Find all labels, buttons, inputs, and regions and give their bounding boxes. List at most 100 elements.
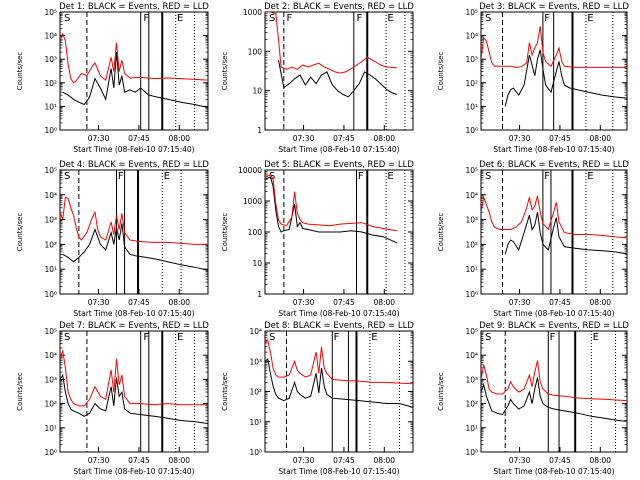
y-tick-label: 10² [44,400,57,409]
x-tick-label: 08:00 [589,134,611,143]
y-tick-label: 10 [252,259,262,268]
panel-title: Det 2: BLACK = Events, RED = LLD [264,2,414,12]
x-tick-label: 08:00 [589,298,611,307]
x-tick-label: 07:30 [88,456,110,465]
x-tick-label: 07:45 [128,134,150,143]
x-axis-label: Start Time (08-Feb-10 07:15:40) [493,309,614,318]
plot-frame [264,11,414,131]
x-tick-label: 07:30 [88,298,110,307]
x-tick-label: 07:45 [128,456,150,465]
y-tick-label: 10³ [465,375,478,384]
y-tick-label: 100 [248,47,263,56]
marker-annotation: E [587,13,593,24]
plot-frame [59,330,209,453]
y-tick-label: 10² [44,240,57,249]
events-series-line [60,373,208,424]
x-tick-label: 07:45 [128,298,150,307]
y-tick-label: 10⁴ [465,32,478,41]
x-tick-label: 08:00 [373,134,395,143]
plot-frame [59,11,209,131]
y-tick-label: 10¹ [44,265,57,274]
y-tick-label: 10⁵ [465,8,478,17]
marker-annotation: S [64,171,70,182]
marker-annotation: E [371,332,377,343]
y-tick-label: 10³ [44,375,57,384]
y-tick-label: 10⁵ [465,327,478,336]
marker-annotation: F [550,332,556,343]
x-axis-label: Start Time (08-Feb-10 07:15:40) [278,467,399,476]
y-tick-label: 10³ [465,55,478,64]
panel-title: Det 1: BLACK = Events, RED = LLD [59,2,209,12]
x-tick-label: 07:30 [293,134,315,143]
y-tick-label: 10¹ [44,102,57,111]
y-tick-label: 10⁵ [44,8,57,17]
x-tick-label: 08:00 [589,456,611,465]
y-tick-label: 1 [257,290,262,299]
y-tick-label: 10² [465,240,478,249]
y-tick-label: 10⁴ [249,327,262,336]
y-tick-label: 1000 [243,8,262,17]
events-series-line [504,211,627,255]
y-tick-label: 10¹ [465,265,478,274]
detector-panel: Det 9: BLACK = Events, RED = LLD Counts/s… [437,321,629,476]
x-axis-label: Start Time (08-Feb-10 07:15:40) [278,309,399,318]
y-tick-label: 10² [465,400,478,409]
panel-title: Det 7: BLACK = Events, RED = LLD [59,321,209,331]
lld-series-line [60,32,208,84]
lld-series-line [481,360,627,402]
x-tick-label: 07:30 [509,134,531,143]
marker-annotation: F [544,171,550,182]
detector-panel: Det 2: BLACK = Events, RED = LLD Counts/s… [221,2,414,154]
lld-series-line [265,339,413,385]
y-tick-label: 10⁴ [44,351,57,360]
lld-series-line [265,12,397,74]
y-tick-label: 10⁰ [44,448,57,457]
marker-annotation: S [269,332,275,343]
x-tick-label: 07:30 [293,456,315,465]
events-series-line [62,52,208,108]
detector-panel: Det 7: BLACK = Events, RED = LLD Counts/s… [16,321,209,476]
y-tick-label: 10⁴ [465,191,478,200]
detector-panel: Det 5: BLACK = Events, RED = LLD Counts/s… [221,160,414,318]
x-axis-label: Start Time (08-Feb-10 07:15:40) [73,309,194,318]
x-tick-label: 07:45 [549,456,571,465]
panel-title: Det 4: BLACK = Events, RED = LLD [59,160,209,170]
events-series-line [265,357,413,408]
marker-annotation: F [143,13,149,24]
y-axis-label: Counts/sec [221,213,229,252]
x-tick-label: 07:30 [293,298,315,307]
x-tick-label: 08:00 [373,456,395,465]
x-tick-label: 07:45 [333,456,355,465]
plot-frame [59,169,209,295]
lld-series-line [481,195,627,239]
y-axis-label: Counts/sec [16,372,24,411]
events-series-line [481,377,627,422]
marker-annotation: F [334,332,340,343]
marker-annotation: E [587,171,593,182]
marker-annotation: E [177,332,183,343]
lld-series-line [60,349,208,407]
lld-series-line [60,196,208,245]
panel-title: Det 8: BLACK = Events, RED = LLD [264,321,414,331]
lld-series-line [265,174,397,232]
y-tick-label: 10² [465,79,478,88]
y-tick-label: 10⁵ [44,166,57,175]
y-tick-label: 10³ [44,55,57,64]
x-axis-label: Start Time (08-Feb-10 07:15:40) [278,145,399,154]
marker-annotation: E [177,13,183,24]
detector-panel: Det 6: BLACK = Events, RED = LLD Counts/s… [437,160,629,318]
y-tick-label: 10¹ [44,424,57,433]
y-tick-label: 10⁴ [465,351,478,360]
y-axis-label: Counts/sec [437,52,445,91]
y-tick-label: 10¹ [465,424,478,433]
events-series-line [504,49,627,107]
y-axis-label: Counts/sec [16,213,24,252]
x-tick-label: 08:00 [168,298,190,307]
x-tick-label: 07:30 [509,456,531,465]
detector-panel: Det 4: BLACK = Events, RED = LLD Counts/s… [16,160,209,318]
marker-annotation: S [485,332,491,343]
marker-annotation: S [269,13,275,24]
panel-title: Det 9: BLACK = Events, RED = LLD [479,321,629,331]
y-tick-label: 10¹ [249,418,262,427]
